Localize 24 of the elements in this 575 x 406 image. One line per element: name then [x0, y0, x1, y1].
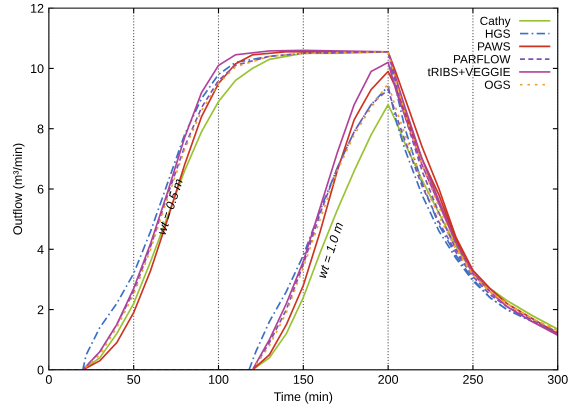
x-tick-label: 50 [127, 375, 140, 384]
y-tick-label: 8 [38, 124, 44, 134]
y-tick-label: 0 [38, 366, 44, 375]
x-tick-label: 150 [294, 375, 314, 384]
x-tick-label: 0 [46, 375, 52, 384]
y-tick-label: 4 [37, 245, 44, 254]
y-tick-label: 6 [38, 184, 44, 194]
legend-label: Cathy [480, 16, 511, 28]
y-axis-title: Outflow (m³/min) [12, 144, 25, 235]
annotation: wt = 0.5 m [157, 178, 183, 236]
y-tick-label: 2 [38, 305, 44, 314]
x-tick-label: 300 [548, 375, 568, 384]
x-tick-label: 100 [209, 375, 228, 384]
x-tick-label: 200 [378, 375, 398, 384]
annotation: wt = 1.0 m [317, 222, 344, 279]
y-tick-label: 10 [31, 64, 44, 74]
x-axis-title: Time (min) [274, 392, 332, 404]
legend-label: HGS [486, 29, 510, 38]
x-tick-label: 250 [463, 375, 483, 384]
legend-label: PARFLOW [454, 55, 510, 64]
legend-label: PAWS [478, 42, 510, 51]
legend-label: OGS [484, 80, 510, 89]
y-tick-label: 12 [31, 4, 44, 13]
legend-label: tRIBS+VEGGIE [428, 68, 510, 76]
